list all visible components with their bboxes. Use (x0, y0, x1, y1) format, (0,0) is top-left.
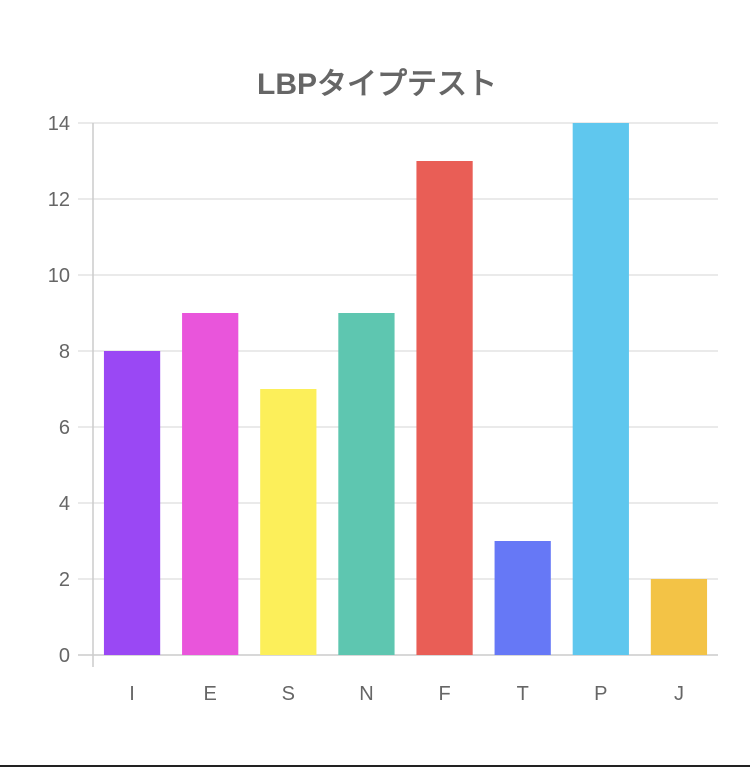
bar-e (182, 313, 239, 655)
y-tick-label: 8 (59, 341, 70, 363)
y-tick-label: 6 (59, 417, 70, 439)
y-tick-label: 2 (59, 569, 70, 591)
x-tick-label: S (282, 683, 295, 705)
bars (103, 123, 708, 655)
x-tick-label: E (204, 683, 217, 705)
bar-f (416, 161, 473, 655)
bar-t (494, 541, 551, 655)
x-tick-label: J (674, 683, 684, 705)
bar-s (260, 389, 317, 655)
bottom-divider (0, 765, 750, 767)
y-tick-label: 0 (59, 645, 70, 667)
bar-n (338, 313, 395, 655)
bar-i (103, 351, 161, 655)
y-tick-label: 12 (48, 189, 70, 211)
chart-title: LBPタイプテスト (257, 68, 497, 101)
y-tick-label: 10 (48, 265, 70, 287)
bar-p (572, 123, 629, 655)
x-tick-label: I (129, 683, 135, 705)
x-tick-label: F (438, 683, 450, 705)
x-tick-label: N (359, 683, 373, 705)
y-axis-ticks: 0 2 4 6 8 10 12 14 (48, 113, 70, 667)
x-tick-label: T (517, 683, 529, 705)
y-tick-label: 4 (59, 493, 70, 515)
x-tick-label: P (594, 683, 607, 705)
bar-j (650, 579, 708, 655)
y-tick-label: 14 (48, 113, 70, 135)
